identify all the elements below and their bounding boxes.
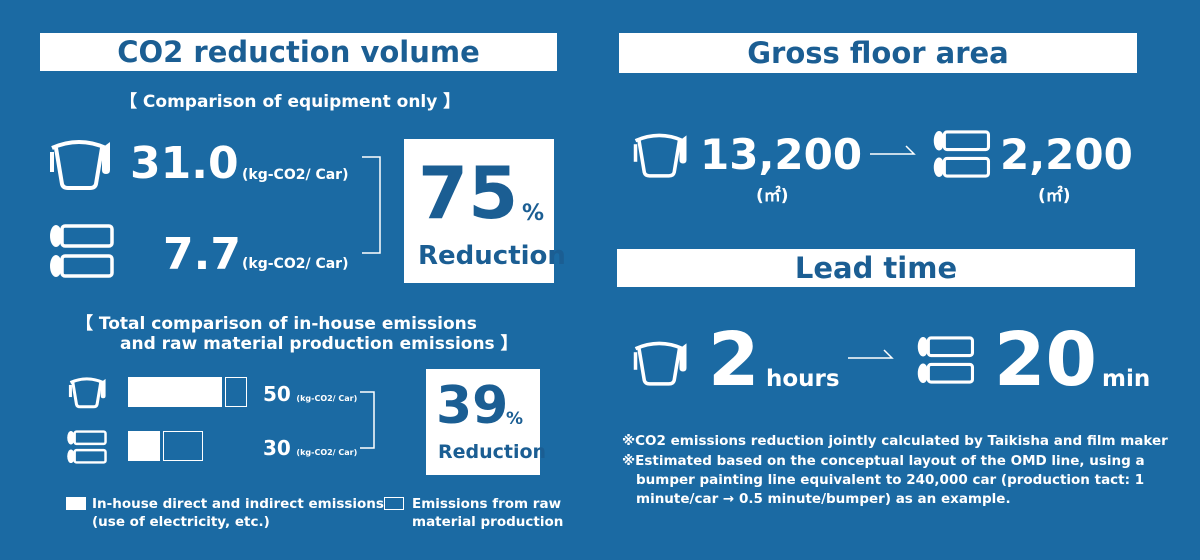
total-reduction-percent: % bbox=[506, 409, 524, 429]
arrow-right-icon bbox=[868, 142, 918, 158]
equipment-reduction-box: 75 % Reduction bbox=[404, 139, 566, 283]
total-comparison-heading-line1: 【 Total comparison of in-house emissions bbox=[76, 314, 477, 334]
film-roller-icon bbox=[48, 222, 116, 280]
floor-before-unit: (㎡) bbox=[756, 186, 789, 206]
floor-before-value: 13,200 bbox=[700, 130, 863, 179]
film-roller-icon bbox=[932, 128, 992, 180]
total-bucket-value-group: 50 (kg-CO2/ Car) bbox=[263, 382, 357, 406]
lead-after-value: 20 bbox=[994, 317, 1097, 403]
paint-bucket-icon bbox=[48, 134, 114, 190]
total-roller-value: 30 bbox=[263, 436, 291, 460]
note-2-line2: bumper painting line equivalent to 240,0… bbox=[636, 472, 1145, 488]
gross-floor-area-title: Gross floor area bbox=[747, 36, 1009, 70]
total-bucket-unit: (kg-CO2/ Car) bbox=[296, 394, 358, 403]
total-reduction-number: 39 bbox=[436, 376, 509, 436]
legend-outline-label-line1: Emissions from raw bbox=[412, 496, 562, 512]
lead-time-title: Lead time bbox=[794, 251, 958, 285]
paint-bucket-icon bbox=[68, 373, 108, 409]
note-1: ※CO2 emissions reduction jointly calcula… bbox=[622, 433, 1168, 449]
equipment-roller-unit: (kg-CO2/ Car) bbox=[242, 256, 349, 272]
lead-time-title-banner: Lead time bbox=[617, 249, 1135, 287]
equipment-roller-value: 7.7 bbox=[163, 229, 241, 280]
lead-after-unit: min bbox=[1102, 366, 1151, 392]
equipment-bucket-value: 31.0 bbox=[130, 138, 239, 189]
lead-before-value: 2 bbox=[708, 317, 760, 403]
paint-bucket-icon bbox=[632, 336, 690, 386]
paint-bucket-icon bbox=[632, 128, 690, 178]
note-2-line3: minute/car → 0.5 minute/bumper) as an ex… bbox=[636, 491, 1011, 507]
gross-floor-area-title-banner: Gross floor area bbox=[619, 33, 1137, 73]
film-roller-icon bbox=[66, 428, 108, 466]
bucket-raw-material-bar bbox=[225, 377, 247, 407]
legend-filled-label-line1: In-house direct and indirect emissions bbox=[92, 496, 384, 512]
legend-outline-swatch bbox=[384, 497, 404, 510]
legend-filled-label-line2: (use of electricity, etc.) bbox=[92, 514, 270, 530]
film-roller-icon bbox=[916, 334, 976, 386]
total-reduction-label: Reduction bbox=[438, 441, 547, 463]
roller-inhouse-bar bbox=[128, 431, 160, 461]
legend-outline-label-line2: material production bbox=[412, 514, 564, 530]
co2-reduction-title-banner: CO2 reduction volume bbox=[40, 33, 557, 71]
roller-raw-material-bar bbox=[163, 431, 203, 461]
lead-before-unit: hours bbox=[766, 366, 840, 392]
floor-after-unit: (㎡) bbox=[1038, 186, 1071, 206]
total-roller-unit: (kg-CO2/ Car) bbox=[296, 448, 358, 457]
note-2-line1: ※Estimated based on the conceptual layou… bbox=[622, 453, 1145, 469]
total-reduction-box: 39 % Reduction bbox=[426, 369, 546, 475]
equipment-comparison-heading: 【 Comparison of equipment only 】 bbox=[120, 92, 461, 112]
legend-filled-swatch bbox=[66, 497, 86, 510]
co2-reduction-title: CO2 reduction volume bbox=[117, 35, 480, 69]
bucket-inhouse-bar bbox=[128, 377, 222, 407]
bracket-icon bbox=[360, 155, 384, 255]
bracket-icon bbox=[358, 390, 378, 450]
total-comparison-heading-line2: and raw material production emissions 】 bbox=[120, 334, 518, 354]
equipment-reduction-label: Reduction bbox=[418, 241, 566, 271]
total-roller-value-group: 30 (kg-CO2/ Car) bbox=[263, 436, 357, 460]
equipment-reduction-percent: % bbox=[522, 201, 545, 226]
arrow-right-icon bbox=[846, 346, 896, 362]
total-bucket-value: 50 bbox=[263, 382, 291, 406]
equipment-bucket-unit: (kg-CO2/ Car) bbox=[242, 167, 349, 183]
equipment-reduction-number: 75 bbox=[418, 151, 519, 235]
floor-after-value: 2,200 bbox=[1000, 130, 1133, 179]
